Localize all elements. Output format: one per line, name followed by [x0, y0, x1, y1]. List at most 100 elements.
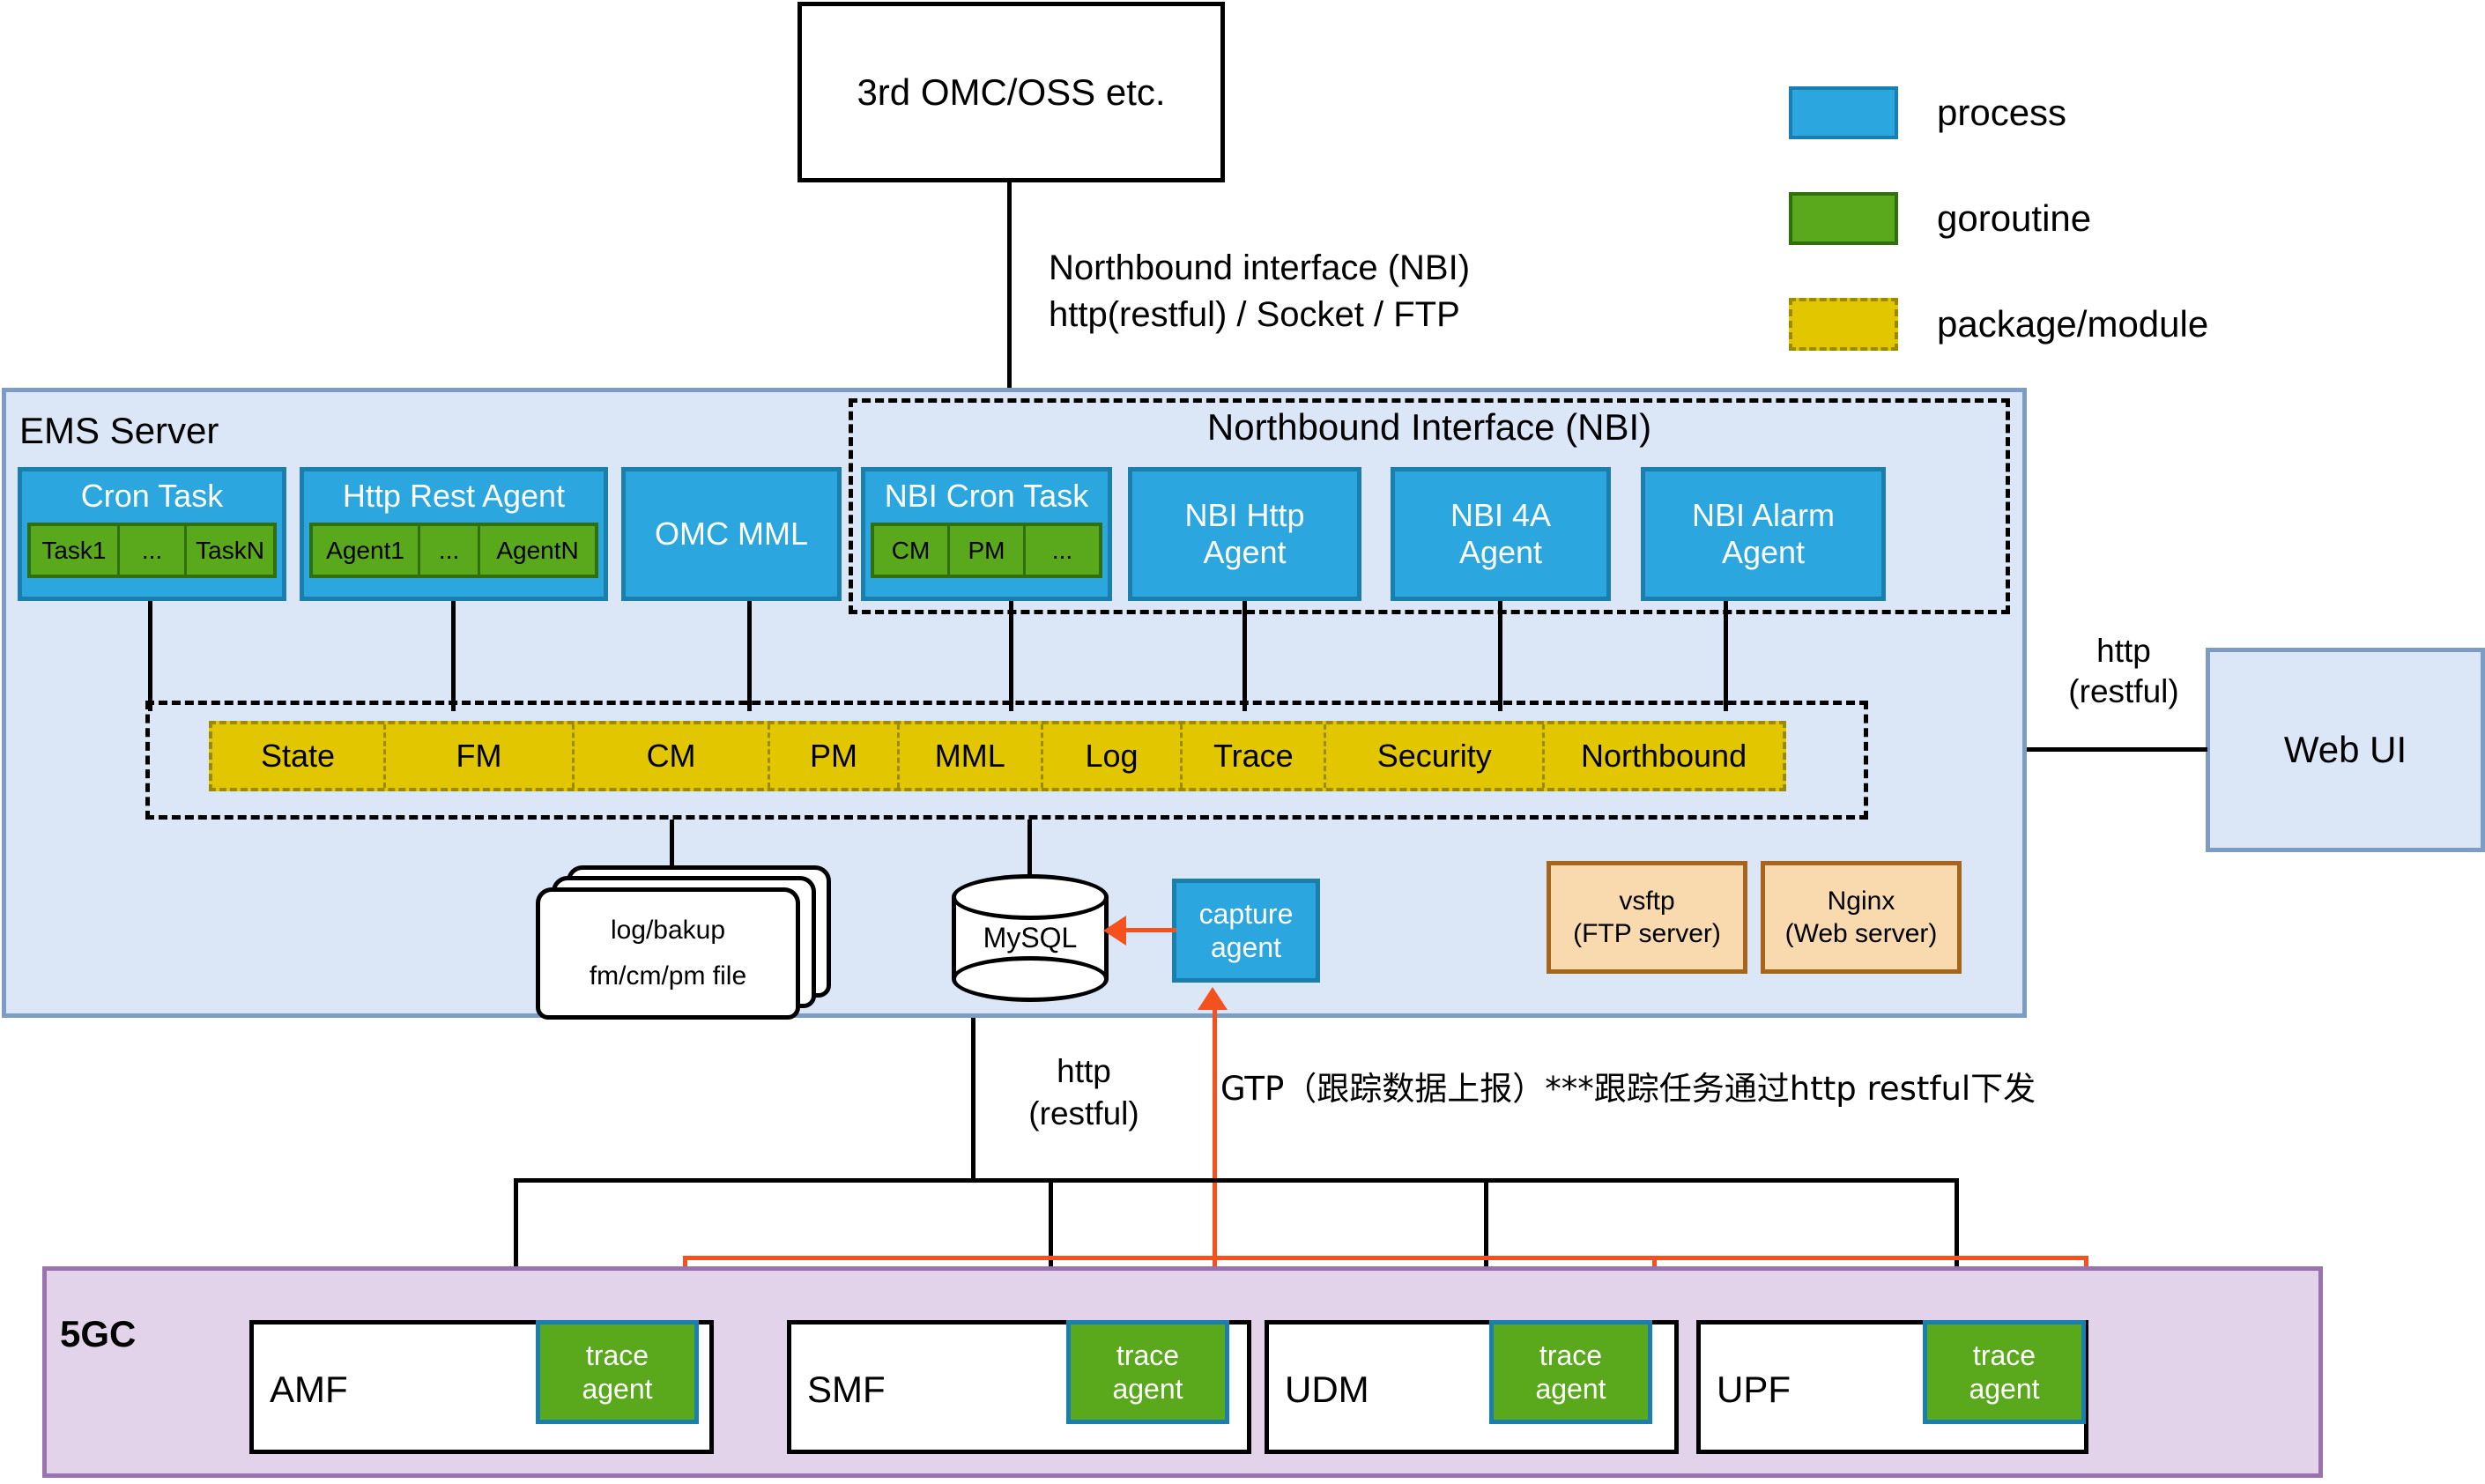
mysql-database-cylinder: MySQL	[952, 874, 1109, 1002]
process-nbi-cron-task[interactable]: NBI Cron Task CM PM ...	[861, 467, 1112, 601]
mysql-cylinder-bottom	[952, 956, 1109, 1002]
process-http-rest-agent-label: Http Rest Agent	[342, 478, 566, 514]
trace-agent-udm-line1: trace	[1539, 1339, 1603, 1371]
module-state[interactable]: State	[212, 724, 387, 788]
trace-agent-udm[interactable]: trace agent	[1489, 1320, 1652, 1424]
module-group-box	[145, 701, 1868, 820]
nf-drop-upf	[1955, 1178, 1959, 1326]
connector-log-to-file-store	[670, 820, 674, 874]
capture-agent-label-line1: capture	[1198, 897, 1294, 930]
http-restful-label-line1: http	[1057, 1053, 1111, 1089]
process-cron-task[interactable]: Cron Task Task1 ... TaskN	[18, 467, 286, 601]
process-omc-mml[interactable]: OMC MML	[621, 467, 842, 601]
nbi-connector-line	[1007, 182, 1012, 390]
http-restful-trunk-line	[971, 1018, 975, 1181]
module-fm[interactable]: FM	[386, 724, 575, 788]
web-ui-box[interactable]: Web UI	[2206, 648, 2485, 852]
webui-link-label-line1: http	[2096, 633, 2151, 669]
trace-bus-horizontal	[683, 1256, 2088, 1260]
capture-to-mysql-arrowhead	[1103, 916, 1126, 946]
module-log[interactable]: Log	[1043, 724, 1183, 788]
goroutine-nbi-ellipsis: ...	[1026, 526, 1099, 575]
nf-upf-label: UPF	[1717, 1369, 1791, 1410]
file-store-label-line1: log/bakup	[610, 916, 726, 945]
trace-agent-upf[interactable]: trace agent	[1923, 1320, 2086, 1424]
nbi-link-label: Northbound interface (NBI) http(restful)…	[1049, 249, 1771, 335]
legend-label-goroutine: goroutine	[1937, 197, 2092, 239]
webui-link-label-line2: (restful)	[2068, 673, 2179, 709]
process-cron-task-label: Cron Task	[80, 478, 224, 514]
capture-to-mysql-line	[1125, 928, 1176, 932]
nf-drop-smf	[1049, 1178, 1053, 1326]
process-nbi-cron-task-label: NBI Cron Task	[884, 478, 1089, 514]
process-nbi-4a-agent[interactable]: NBI 4A Agent	[1391, 467, 1611, 601]
process-nbi-4a-agent-label: NBI 4A Agent	[1450, 496, 1552, 570]
file-page-front: log/bakup fm/cm/pm file	[536, 887, 800, 1020]
nf-amf-label: AMF	[270, 1369, 348, 1410]
goroutine-taskn[interactable]: TaskN	[187, 526, 273, 575]
http-restful-label-line2: (restful)	[1028, 1095, 1139, 1132]
legend-label-process: process	[1937, 92, 2067, 133]
mysql-cylinder-top	[952, 874, 1109, 920]
goroutine-agentn[interactable]: AgentN	[480, 526, 596, 575]
connector-nbi-4a-agent-to-modules	[1498, 601, 1502, 711]
process-nbi-http-agent-label: NBI Http Agent	[1184, 496, 1305, 570]
nf-drop-amf	[514, 1178, 518, 1326]
service-vsftp-line1: vsftp	[1619, 886, 1675, 916]
module-pm[interactable]: PM	[770, 724, 900, 788]
module-northbound[interactable]: Northbound	[1580, 738, 1747, 774]
connector-nbi-alarm-agent-to-modules	[1724, 601, 1728, 711]
connector-nbi-http-agent-to-modules	[1242, 601, 1247, 711]
trace-agent-smf-line2: agent	[1112, 1373, 1183, 1405]
process-capture-agent[interactable]: capture agent	[1172, 879, 1320, 983]
nf-drop-udm	[1484, 1178, 1488, 1326]
service-nginx-line2: (Web server)	[1784, 919, 1938, 948]
package-swatch	[1789, 298, 1898, 351]
process-http-rest-agent[interactable]: Http Rest Agent Agent1 ... AgentN	[300, 467, 608, 601]
third-party-omc-oss-box: 3rd OMC/OSS etc.	[797, 2, 1225, 182]
file-store-stack: log/bakup fm/cm/pm file	[536, 865, 831, 1020]
gtp-uplink-arrowhead	[1198, 987, 1228, 1010]
trace-agent-amf-line1: trace	[585, 1339, 649, 1371]
service-nginx[interactable]: Nginx (Web server)	[1761, 861, 1962, 974]
goroutine-cm[interactable]: CM	[874, 526, 950, 575]
nbi-group-box	[849, 398, 2010, 614]
process-nbi-alarm-agent[interactable]: NBI Alarm Agent	[1641, 467, 1886, 601]
legend: process goroutine package/module	[1789, 86, 2406, 351]
module-bar: State FM CM PM MML Log Trace Security No…	[209, 721, 1786, 791]
mysql-label: MySQL	[983, 922, 1078, 953]
connector-nbi-cron-task-to-modules	[1009, 601, 1013, 711]
module-cm[interactable]: CM	[575, 724, 771, 788]
nf-bus-horizontal-line	[514, 1178, 1959, 1183]
trace-agent-smf[interactable]: trace agent	[1066, 1320, 1229, 1424]
ems-to-webui-line	[2027, 747, 2207, 752]
trace-agent-amf[interactable]: trace agent	[536, 1320, 699, 1424]
goroutine-task1[interactable]: Task1	[31, 526, 120, 575]
nbi-group-title: Northbound Interface (NBI)	[1206, 406, 1652, 448]
ems-server-title: EMS Server	[19, 410, 219, 451]
trace-agent-smf-line1: trace	[1116, 1339, 1180, 1371]
module-trace[interactable]: Trace	[1183, 724, 1327, 788]
goroutine-agent1[interactable]: Agent1	[313, 526, 421, 575]
goroutine-agent-ellipsis: ...	[420, 526, 481, 575]
process-nbi-http-agent[interactable]: NBI Http Agent	[1128, 467, 1361, 601]
process-omc-mml-label: OMC MML	[655, 516, 808, 552]
nf-udm-label: UDM	[1285, 1369, 1369, 1410]
module-security[interactable]: Security	[1326, 724, 1546, 788]
gtp-note-label: GTP（跟踪数据上报）***跟踪任务通过http restful下发	[1220, 1070, 2036, 1108]
connector-http-rest-agent-to-modules	[451, 601, 456, 711]
module-mml[interactable]: MML	[900, 724, 1043, 788]
nbi-link-label-line1: Northbound interface (NBI)	[1049, 249, 1471, 287]
trace-agent-upf-line1: trace	[1972, 1339, 2036, 1371]
core-network-title: 5GC	[60, 1313, 137, 1354]
trace-agent-amf-line2: agent	[582, 1373, 653, 1405]
capture-agent-label-line2: agent	[1210, 931, 1282, 963]
web-ui-label: Web UI	[2283, 729, 2407, 770]
nf-smf-label: SMF	[807, 1369, 886, 1410]
http-restful-label: http (restful)	[991, 1053, 1176, 1132]
goroutine-pm[interactable]: PM	[950, 526, 1026, 575]
file-store-label-line2: fm/cm/pm file	[589, 961, 747, 991]
service-vsftp[interactable]: vsftp (FTP server)	[1547, 861, 1747, 974]
gtp-uplink-line	[1213, 1009, 1217, 1311]
